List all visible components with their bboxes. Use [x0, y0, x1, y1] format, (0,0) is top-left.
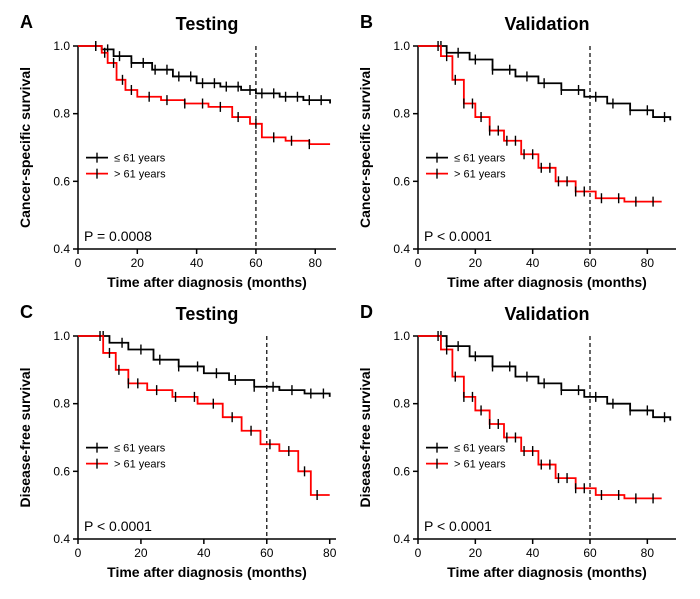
ytick-label: 0.8	[53, 396, 70, 410]
ytick-label: 0.4	[393, 242, 410, 256]
ytick-label: 0.8	[393, 107, 410, 121]
legend-label-b: > 61 years	[114, 169, 166, 181]
xlabel: Time after diagnosis (months)	[107, 274, 307, 290]
panel-letter: B	[360, 12, 373, 32]
ytick-label: 0.8	[393, 396, 410, 410]
xtick-label: 60	[583, 256, 597, 270]
ytick-label: 0.4	[53, 532, 70, 546]
ylabel: Disease-free survival	[357, 367, 373, 507]
xtick-label: 20	[134, 546, 148, 560]
xlabel: Time after diagnosis (months)	[107, 564, 307, 580]
p-value: P = 0.0008	[84, 228, 152, 244]
ytick-label: 1.0	[393, 329, 410, 343]
p-value: P < 0.0001	[424, 518, 492, 534]
legend-label-b: > 61 years	[454, 169, 506, 181]
xtick-label: 0	[75, 546, 82, 560]
xtick-label: 40	[197, 546, 211, 560]
panel-c: 0.4 0.6 0.8 1.0 0 20 40 60 80 ≤ 61 years > 61 year…	[10, 300, 350, 590]
panel-letter: C	[20, 302, 33, 322]
km-curve-b	[78, 46, 330, 144]
xtick-label: 40	[190, 256, 204, 270]
panel-b: 0.4 0.6 0.8 1.0 0 20 40 60 80 ≤ 61 years > 61 year…	[350, 10, 690, 300]
km-curve-b	[78, 336, 330, 495]
panel-a: 0.4 0.6 0.8 1.0 0 20 40 60 80 ≤ 61 years > 61 year…	[10, 10, 350, 300]
legend-label-a: ≤ 61 years	[114, 153, 166, 165]
ytick-label: 0.6	[53, 464, 70, 478]
ylabel: Cancer-specific survival	[17, 67, 33, 228]
xtick-label: 0	[415, 546, 422, 560]
xtick-label: 80	[641, 256, 655, 270]
chart-title: Testing	[176, 14, 239, 34]
legend-label-a: ≤ 61 years	[454, 442, 506, 454]
ytick-label: 0.4	[393, 532, 410, 546]
legend-label-b: > 61 years	[114, 458, 166, 470]
legend-label-b: > 61 years	[454, 458, 506, 470]
chart-grid: 0.4 0.6 0.8 1.0 0 20 40 60 80 ≤ 61 years > 61 year…	[10, 10, 690, 589]
xtick-label: 60	[249, 256, 263, 270]
ylabel: Disease-free survival	[17, 367, 33, 507]
ytick-label: 1.0	[53, 329, 70, 343]
xtick-label: 0	[75, 256, 82, 270]
km-curve-b	[418, 336, 662, 498]
xtick-label: 20	[469, 256, 483, 270]
p-value: P < 0.0001	[84, 518, 152, 534]
ytick-label: 0.6	[53, 174, 70, 188]
ytick-label: 1.0	[393, 39, 410, 53]
ytick-label: 0.4	[53, 242, 70, 256]
legend-label-a: ≤ 61 years	[454, 153, 506, 165]
legend-label-a: ≤ 61 years	[114, 442, 166, 454]
xtick-label: 20	[131, 256, 145, 270]
xtick-label: 80	[309, 256, 323, 270]
xtick-label: 40	[526, 256, 540, 270]
panel-d: 0.4 0.6 0.8 1.0 0 20 40 60 80 ≤ 61 years > 61 year…	[350, 300, 690, 590]
xtick-label: 80	[641, 546, 655, 560]
xlabel: Time after diagnosis (months)	[447, 274, 647, 290]
panel-letter: A	[20, 12, 33, 32]
xtick-label: 60	[583, 546, 597, 560]
xtick-label: 0	[415, 256, 422, 270]
xtick-label: 60	[260, 546, 274, 560]
xtick-label: 40	[526, 546, 540, 560]
xlabel: Time after diagnosis (months)	[447, 564, 647, 580]
ytick-label: 0.6	[393, 464, 410, 478]
chart-title: Validation	[504, 304, 589, 324]
chart-title: Validation	[504, 14, 589, 34]
ytick-label: 1.0	[53, 39, 70, 53]
p-value: P < 0.0001	[424, 228, 492, 244]
panel-letter: D	[360, 302, 373, 322]
chart-title: Testing	[176, 304, 239, 324]
ytick-label: 0.6	[393, 174, 410, 188]
xtick-label: 80	[323, 546, 337, 560]
ylabel: Cancer-specific survival	[357, 67, 373, 228]
xtick-label: 20	[469, 546, 483, 560]
ytick-label: 0.8	[53, 107, 70, 121]
